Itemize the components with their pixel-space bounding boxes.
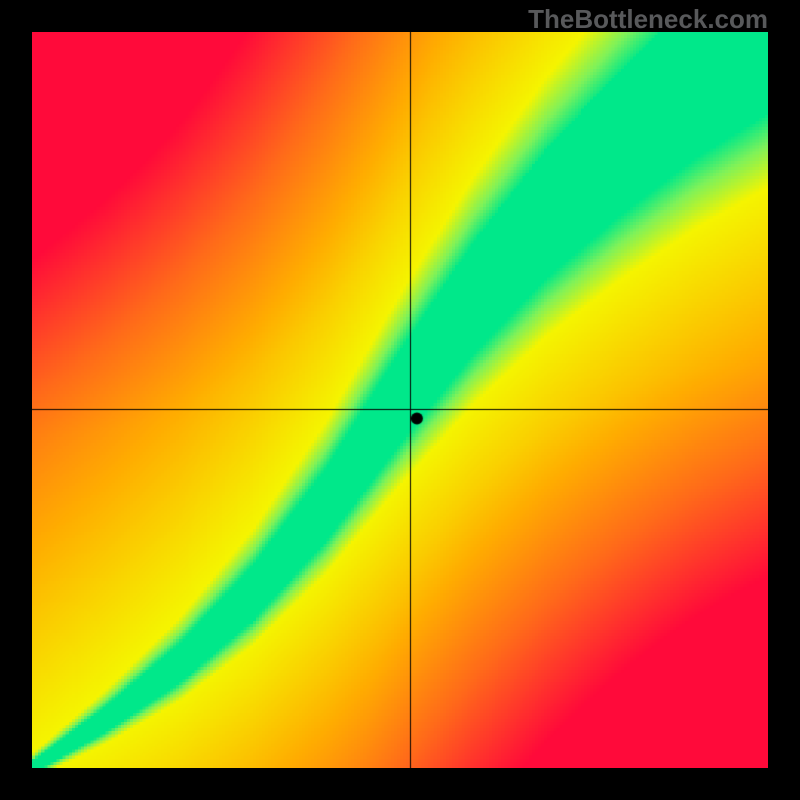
overlay-canvas	[32, 32, 768, 768]
heatmap-plot	[32, 32, 768, 768]
watermark-text: TheBottleneck.com	[528, 4, 768, 35]
chart-frame: TheBottleneck.com	[0, 0, 800, 800]
